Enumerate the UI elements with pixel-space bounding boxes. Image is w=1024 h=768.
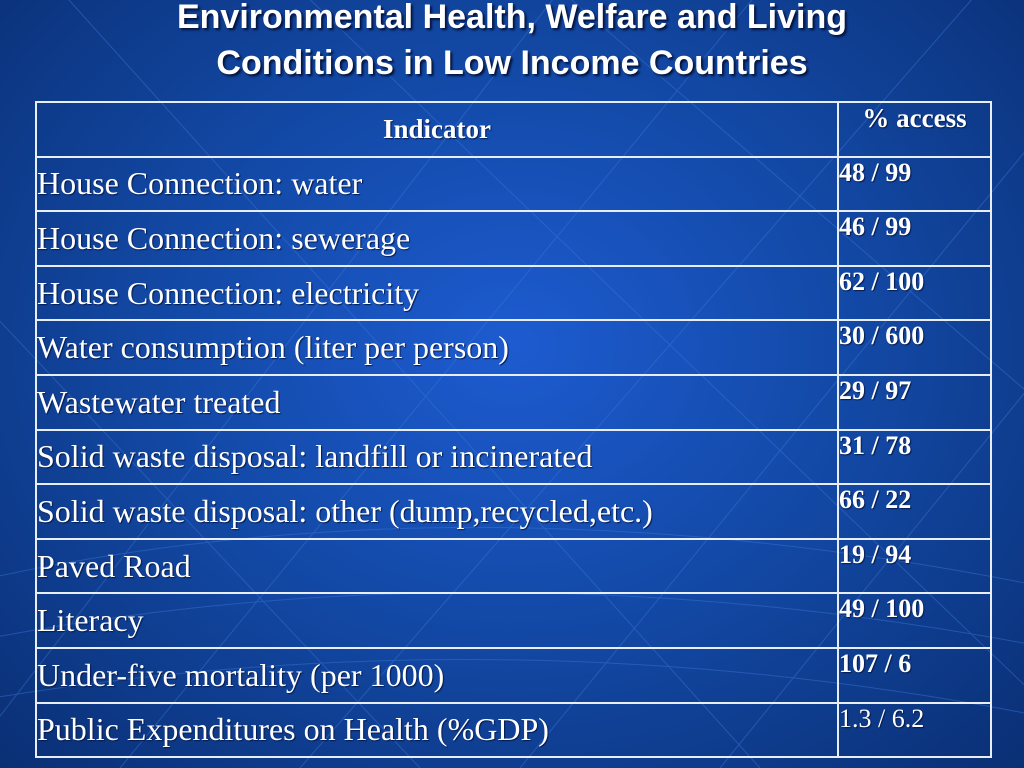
indicator-cell: House Connection: water xyxy=(35,155,839,213)
table-row: Wastewater treated 29 / 97 xyxy=(35,373,992,431)
access-cell: 48 / 99 xyxy=(837,155,992,213)
access-cell: 31 / 78 xyxy=(837,428,992,486)
header-access: % access xyxy=(837,101,992,158)
indicator-cell: Public Expenditures on Health (%GDP) xyxy=(35,701,839,759)
table-row: Paved Road 19 / 94 xyxy=(35,537,992,595)
access-cell: 66 / 22 xyxy=(837,483,992,540)
table-row: House Connection: water 48 / 99 xyxy=(35,155,992,213)
header-indicator: Indicator xyxy=(35,101,839,158)
indicator-table: Indicator % access House Connection: wat… xyxy=(35,101,992,759)
table-row: Solid waste disposal: other (dump,recycl… xyxy=(35,483,992,540)
indicator-cell: House Connection: electricity xyxy=(35,264,839,322)
access-cell: 29 / 97 xyxy=(837,373,992,431)
indicator-cell: House Connection: sewerage xyxy=(35,210,839,267)
access-cell: 30 / 600 xyxy=(837,319,992,376)
table-row: Under-five mortality (per 1000) 107 / 6 xyxy=(35,646,992,704)
title-line-1: Environmental Health, Welfare and Living xyxy=(176,0,848,36)
indicator-cell: Wastewater treated xyxy=(35,373,839,431)
indicator-cell: Solid waste disposal: landfill or incine… xyxy=(35,428,839,486)
indicator-cell: Literacy xyxy=(35,592,839,649)
access-cell: 107 / 6 xyxy=(837,646,992,704)
table-row: Public Expenditures on Health (%GDP) 1.3… xyxy=(35,701,992,759)
access-cell: 62 / 100 xyxy=(837,264,992,322)
title-line-2: Conditions in Low Income Countries xyxy=(216,44,808,82)
table-row: House Connection: electricity 62 / 100 xyxy=(35,264,992,322)
indicator-cell: Under-five mortality (per 1000) xyxy=(35,646,839,704)
access-cell: 19 / 94 xyxy=(837,537,992,595)
access-cell: 1.3 / 6.2 xyxy=(837,701,992,759)
access-cell: 46 / 99 xyxy=(837,210,992,267)
table-row: Water consumption (liter per person) 30 … xyxy=(35,319,992,376)
indicator-cell: Water consumption (liter per person) xyxy=(35,319,839,376)
indicator-cell: Paved Road xyxy=(35,537,839,595)
table-row: Literacy 49 / 100 xyxy=(35,592,992,649)
access-cell: 49 / 100 xyxy=(837,592,992,649)
slide-title: Environmental Health, Welfare and Living… xyxy=(0,0,1024,86)
table-row: House Connection: sewerage 46 / 99 xyxy=(35,210,992,267)
table-row: Solid waste disposal: landfill or incine… xyxy=(35,428,992,486)
indicator-cell: Solid waste disposal: other (dump,recycl… xyxy=(35,483,839,540)
table-header-row: Indicator % access xyxy=(35,101,992,158)
